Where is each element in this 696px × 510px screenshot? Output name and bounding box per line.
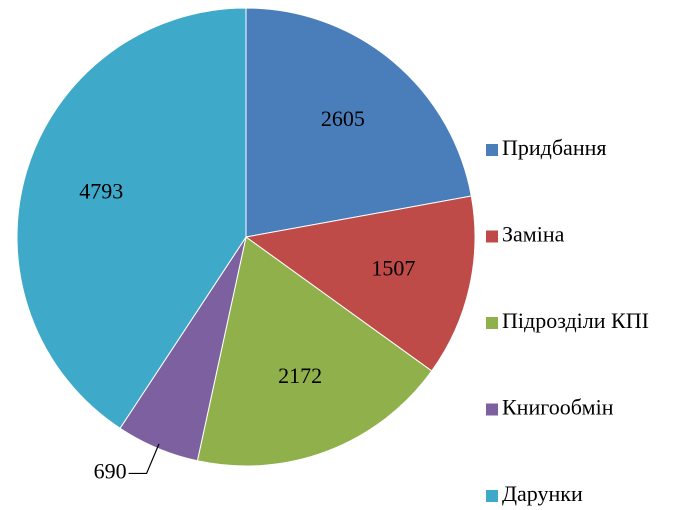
pie-slice <box>245 7 472 238</box>
leader-line <box>128 443 160 475</box>
legend-swatch <box>486 230 498 243</box>
legend-label: Заміна <box>502 222 565 247</box>
legend-swatch <box>486 317 498 329</box>
pie-slice <box>244 195 476 372</box>
data-label: 690 <box>94 458 127 483</box>
legend-swatch <box>486 490 498 502</box>
data-label: 2172 <box>278 363 322 388</box>
pie-slice <box>196 236 433 467</box>
legend-label: Придбання <box>502 135 606 160</box>
legend-swatch <box>486 403 498 416</box>
data-label: 4793 <box>79 179 123 204</box>
pie-slice <box>16 7 247 429</box>
legend-label: Підрозділи КПІ <box>502 308 649 333</box>
data-label: 1507 <box>371 255 415 280</box>
legend-label: Дарунки <box>502 481 583 506</box>
data-label: 2605 <box>321 106 365 131</box>
legend-label: Книгообмін <box>502 395 614 420</box>
legend-swatch <box>486 144 498 156</box>
